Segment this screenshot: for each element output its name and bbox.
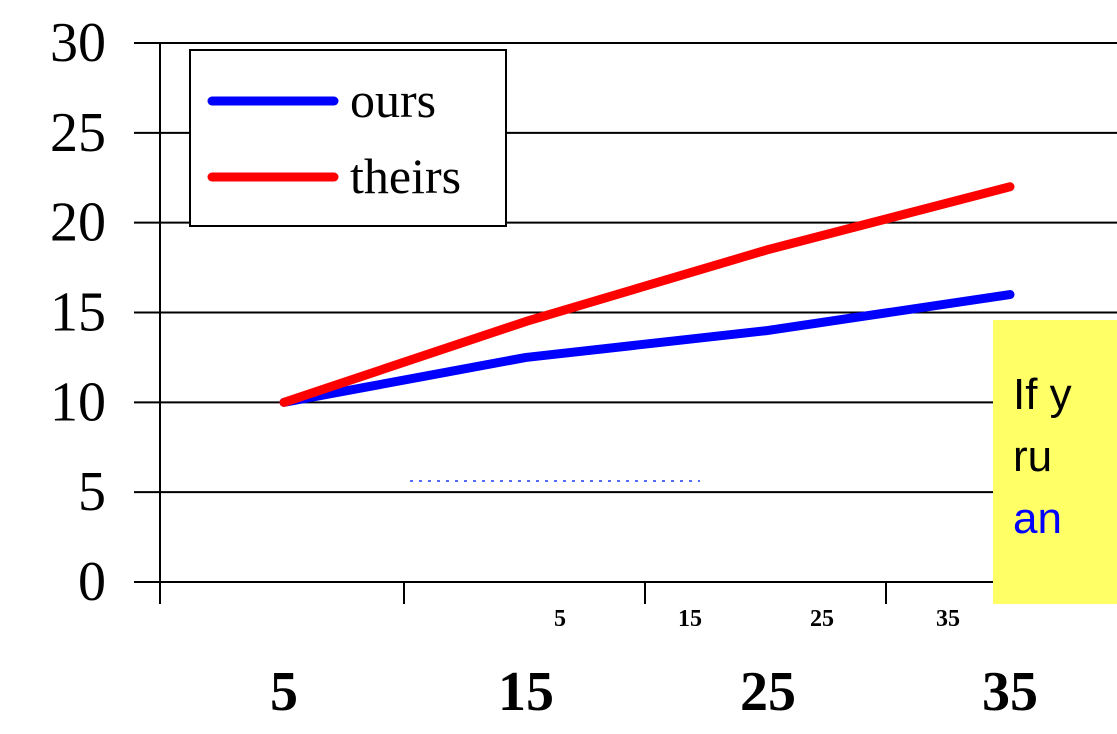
legend: ours theirs bbox=[189, 49, 507, 227]
callout-line-1: If y bbox=[1013, 370, 1072, 419]
x-tick-label-large: 35 bbox=[982, 661, 1038, 723]
y-tick-label: 10 bbox=[50, 371, 106, 433]
x-tick-label-large: 25 bbox=[740, 661, 796, 723]
callout-box: If y ru an bbox=[993, 320, 1117, 604]
y-tick-label: 0 bbox=[78, 551, 106, 613]
series-line-ours bbox=[279, 290, 1015, 407]
callout-line-3: an bbox=[1013, 494, 1062, 543]
x-tick-label-small: 25 bbox=[810, 606, 834, 632]
y-tick-label: 5 bbox=[78, 461, 106, 523]
x-tick-label-large: 5 bbox=[270, 661, 298, 723]
y-tick-label: 25 bbox=[50, 102, 106, 164]
x-tick-label-large: 15 bbox=[498, 661, 554, 723]
legend-label-theirs: theirs bbox=[350, 148, 461, 204]
axes bbox=[134, 42, 1117, 604]
x-tick-label-small: 35 bbox=[936, 606, 960, 632]
y-tick-labels: 0 5 10 15 20 25 30 bbox=[50, 12, 106, 613]
x-tick-labels: 5 15 25 35 5 15 25 35 bbox=[270, 606, 1038, 723]
x-tick-label-small: 15 bbox=[678, 606, 702, 632]
x-tick-label-small: 5 bbox=[554, 606, 566, 632]
y-tick-label: 15 bbox=[50, 282, 106, 344]
y-tick-label: 30 bbox=[50, 12, 106, 74]
legend-label-ours: ours bbox=[350, 72, 436, 128]
series-lines bbox=[279, 182, 1015, 482]
legend-box bbox=[189, 49, 507, 227]
series-line-theirs bbox=[279, 182, 1015, 407]
y-tick-label: 20 bbox=[50, 192, 106, 254]
callout-line-2: ru bbox=[1013, 432, 1053, 481]
